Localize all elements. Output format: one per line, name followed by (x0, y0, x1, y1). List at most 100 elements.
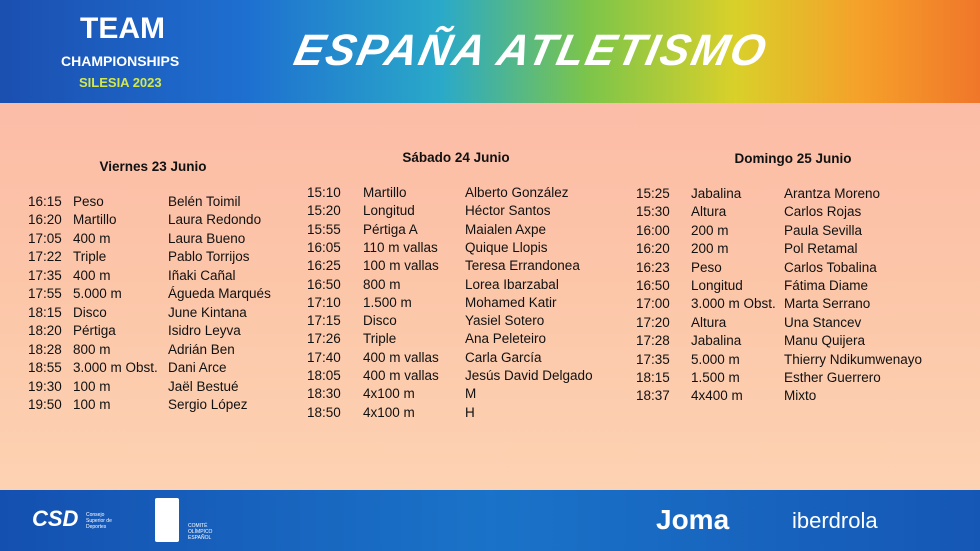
time: 16:20 (636, 241, 670, 257)
athlete: Laura Redondo (168, 212, 262, 228)
athlete: Mohamed Katir (465, 294, 557, 310)
athlete: Ana Peleteiro (465, 331, 547, 347)
event: 1.500 m (691, 370, 740, 385)
athlete: Esther Guerrero (784, 370, 881, 385)
time: 17:10 (307, 294, 341, 310)
coe-emblem (155, 498, 179, 542)
athlete: Fátima Diame (784, 278, 869, 293)
team: TEAM (80, 12, 165, 45)
event: 3.000 m Obst. (73, 360, 158, 376)
csd-name: Consejo Superior de Deportes (86, 512, 112, 530)
csd-logo: CSD (32, 506, 79, 531)
athlete: Laura Bueno (168, 230, 246, 246)
time: 17:35 (636, 351, 670, 367)
time: 16:23 (636, 259, 670, 275)
event: 4x100 m (363, 386, 415, 402)
time: 18:15 (28, 304, 62, 320)
athlete: Alberto González (465, 185, 569, 200)
time: 18:28 (28, 341, 62, 357)
time: 17:22 (28, 249, 62, 265)
athlete: Manu Quijera (784, 333, 866, 349)
time: 15:30 (636, 204, 670, 220)
time: 17:05 (28, 230, 62, 246)
event: Pértiga A (363, 221, 418, 237)
time: 15:55 (307, 221, 341, 237)
event: 400 m vallas (363, 349, 439, 365)
event: Longitud (691, 278, 743, 293)
event: 4x100 m (363, 404, 415, 420)
athlete: Arantza Moreno (784, 186, 881, 201)
athlete: Pablo Torrijos (168, 249, 250, 265)
athlete: Águeda Marqués (168, 286, 271, 302)
time: 16:20 (28, 212, 62, 228)
time: 16:15 (28, 194, 62, 209)
event: 100 m (73, 378, 111, 394)
athlete: Pol Retamal (784, 241, 858, 257)
event: Peso (73, 194, 104, 209)
footer: CSD Consejo Superior de Deportes COMITÉ … (0, 490, 980, 551)
time: 17:15 (307, 313, 341, 329)
time: 18:15 (636, 370, 670, 385)
event: 1.500 m (363, 294, 412, 310)
athlete: Jaël Bestué (168, 378, 239, 394)
athlete: Iñaki Cañal (168, 267, 236, 283)
event: Longitud (363, 203, 415, 219)
athlete: Thierry Ndikumwenayo (784, 351, 923, 367)
event: 400 m (73, 267, 111, 283)
event: Altura (691, 204, 727, 220)
athlete: Teresa Errandonea (465, 258, 580, 274)
time: 17:20 (636, 314, 670, 330)
joma-logo: Joma (656, 504, 730, 535)
day-title: Viernes 23 Junio (99, 159, 207, 174)
event: 5.000 m (691, 351, 740, 367)
day-title: Domingo 25 Junio (734, 151, 852, 166)
time: 17:26 (307, 331, 341, 347)
time: 18:50 (307, 404, 341, 420)
athlete: Adrián Ben (168, 341, 235, 357)
time: 18:05 (307, 368, 341, 383)
event: Pértiga (73, 323, 116, 339)
event: Triple (363, 331, 397, 347)
athlete: Maialen Axpe (465, 221, 547, 237)
day-title: Sábado 24 Junio (402, 150, 510, 165)
event: Disco (363, 313, 397, 329)
time: 16:05 (307, 239, 341, 255)
event: 200 m (691, 222, 729, 238)
athlete: Héctor Santos (465, 203, 551, 219)
athlete: Yasiel Sotero (465, 313, 545, 329)
time: 15:20 (307, 203, 341, 219)
time: 18:37 (636, 388, 670, 404)
event: Jabalina (691, 186, 742, 201)
athlete: Isidro Leyva (168, 323, 241, 339)
coe-name: COMITÉ OLÍMPICO ESPAÑOL (188, 523, 213, 541)
time: 16:50 (307, 276, 341, 292)
event: 200 m (691, 241, 729, 257)
time: 19:50 (28, 396, 62, 412)
event: 400 m (73, 230, 111, 246)
athlete: Quique Llopis (465, 239, 548, 255)
time: 17:35 (28, 267, 62, 283)
time: 18:20 (28, 323, 62, 339)
event: Martillo (363, 185, 407, 200)
time: 17:40 (307, 349, 341, 365)
athlete: H (465, 404, 475, 420)
athlete: Carlos Rojas (784, 204, 862, 220)
event: 4x400 m (691, 388, 743, 404)
athlete: M (465, 386, 477, 402)
time: 15:25 (636, 186, 670, 201)
event: Peso (691, 259, 722, 275)
championships: CHAMPIONSHIPS (61, 53, 180, 69)
time: 16:25 (307, 258, 341, 274)
athlete: Sergio López (168, 396, 248, 412)
time: 18:55 (28, 360, 62, 376)
header: TEAM CHAMPIONSHIPS SILESIA 2023 ESPAÑA A… (0, 0, 980, 103)
brand-logo: ESPAÑA ATLETISMO (289, 26, 773, 75)
event: 800 m (73, 341, 111, 357)
event: 100 m vallas (363, 258, 439, 274)
athlete: June Kintana (168, 304, 247, 320)
time: 15:10 (307, 185, 341, 200)
event: 5.000 m (73, 286, 122, 302)
iberdrola-logo: iberdrola (792, 508, 878, 533)
athlete: Una Stancev (784, 314, 862, 330)
